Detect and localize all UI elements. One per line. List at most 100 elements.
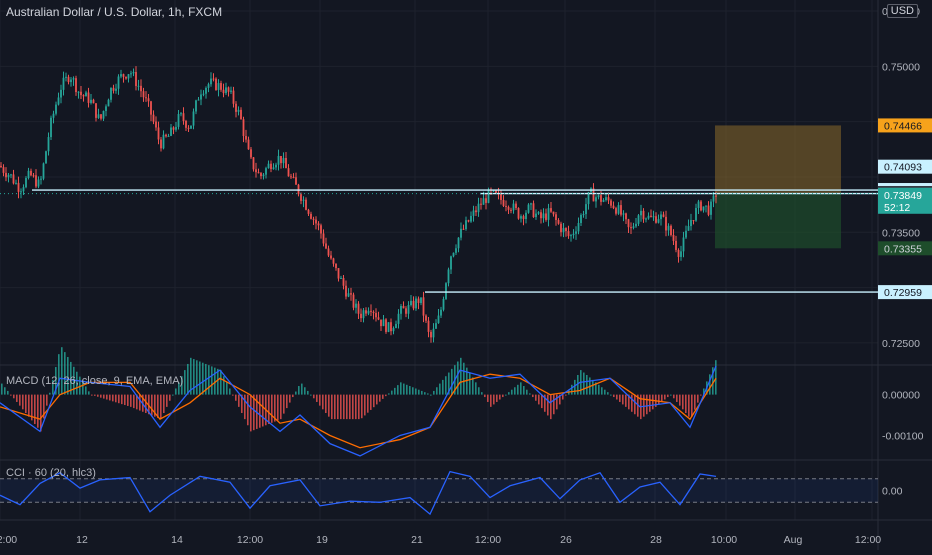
macd-histogram-bar bbox=[442, 379, 444, 395]
macd-histogram-bar bbox=[436, 387, 438, 395]
candle-body bbox=[310, 213, 312, 219]
macd-histogram-bar bbox=[541, 394, 543, 409]
macd-histogram-bar bbox=[610, 394, 612, 396]
level-price-badge: 0.72959 bbox=[884, 287, 922, 299]
macd-histogram-bar bbox=[31, 394, 33, 421]
candle-body bbox=[432, 328, 435, 338]
candle-body bbox=[145, 97, 147, 99]
macd-histogram-bar bbox=[43, 394, 45, 419]
macd-histogram-bar bbox=[403, 383, 405, 395]
macd-histogram-bar bbox=[340, 394, 342, 420]
candle-body bbox=[182, 113, 185, 122]
candle-body bbox=[22, 187, 25, 192]
candle-body bbox=[330, 255, 332, 259]
stop-loss-zone bbox=[715, 125, 841, 194]
macd-histogram-bar bbox=[46, 394, 48, 406]
candle-body bbox=[677, 249, 680, 257]
candle-body bbox=[645, 218, 647, 220]
macd-histogram-bar bbox=[127, 394, 129, 406]
candle-body bbox=[597, 195, 600, 198]
macd-histogram-bar bbox=[484, 394, 486, 398]
candle-body bbox=[87, 92, 90, 103]
macd-histogram-bar bbox=[508, 392, 510, 395]
candle-body bbox=[697, 201, 700, 208]
macd-histogram-bar bbox=[310, 394, 312, 396]
macd-histogram-bar bbox=[235, 394, 237, 401]
candle-body bbox=[627, 219, 630, 228]
candle-body bbox=[500, 194, 502, 200]
macd-histogram-bar bbox=[244, 394, 246, 420]
candle-body bbox=[567, 231, 570, 237]
candle-body bbox=[485, 198, 487, 203]
candle-body bbox=[130, 73, 132, 75]
macd-histogram-bar bbox=[502, 394, 504, 398]
macd-histogram-bar bbox=[406, 384, 408, 395]
candle-body bbox=[107, 99, 110, 107]
candle-body bbox=[285, 158, 287, 169]
time-tick-label: 12:00 bbox=[0, 534, 17, 546]
macd-histogram-bar bbox=[82, 381, 84, 395]
macd-legend[interactable]: MACD (12, 26, close, 9, EMA, EMA) bbox=[6, 375, 184, 387]
candle-body bbox=[320, 225, 322, 234]
macd-histogram-bar bbox=[328, 394, 330, 417]
macd-histogram-bar bbox=[169, 394, 171, 401]
candle-body bbox=[82, 95, 85, 97]
macd-histogram-bar bbox=[250, 394, 252, 432]
macd-histogram-bar bbox=[559, 394, 561, 405]
candle-body bbox=[570, 235, 572, 237]
candle-body bbox=[202, 93, 205, 95]
candle-body bbox=[377, 317, 380, 320]
candle-body bbox=[15, 182, 17, 184]
candle-body bbox=[52, 113, 55, 118]
currency-label[interactable]: USD bbox=[886, 4, 918, 18]
macd-histogram-bar bbox=[1, 383, 3, 395]
candle-body bbox=[25, 177, 27, 188]
macd-histogram-bar bbox=[94, 394, 96, 396]
macd-histogram-bar bbox=[91, 394, 93, 396]
macd-histogram-bar bbox=[571, 384, 573, 395]
candle-body bbox=[225, 87, 227, 94]
macd-pane bbox=[0, 347, 717, 457]
cci-legend[interactable]: CCI · 60 (20, hlc3) bbox=[6, 467, 96, 479]
candle-body bbox=[537, 212, 540, 214]
candle-body bbox=[160, 139, 162, 149]
candle-body bbox=[195, 100, 197, 112]
candle-body bbox=[257, 172, 260, 174]
macd-histogram-bar bbox=[709, 374, 711, 395]
macd-histogram-bar bbox=[181, 376, 183, 395]
macd-histogram-bar bbox=[199, 361, 201, 395]
macd-histogram-bar bbox=[583, 372, 585, 395]
candle-body bbox=[270, 163, 272, 170]
macd-histogram-bar bbox=[481, 392, 483, 395]
candle-body bbox=[40, 178, 42, 180]
candle-body bbox=[705, 205, 707, 207]
candle-body bbox=[332, 258, 335, 264]
macd-histogram-bar bbox=[346, 394, 348, 420]
macd-histogram-bar bbox=[688, 394, 690, 417]
macd-histogram-bar bbox=[613, 394, 615, 398]
macd-histogram-bar bbox=[574, 379, 576, 395]
macd-histogram-bar bbox=[367, 394, 369, 413]
macd-histogram-bar bbox=[496, 394, 498, 402]
macd-histogram-bar bbox=[55, 367, 57, 395]
candle-body bbox=[527, 204, 530, 213]
candle-body bbox=[262, 174, 265, 177]
candle-body bbox=[350, 293, 352, 295]
macd-histogram-bar bbox=[133, 394, 135, 409]
macd-histogram-bar bbox=[661, 394, 663, 402]
macd-histogram-bar bbox=[412, 387, 414, 395]
macd-histogram-bar bbox=[49, 392, 51, 395]
candle-body bbox=[245, 135, 247, 140]
candle-body bbox=[572, 233, 575, 236]
candle-body bbox=[492, 190, 495, 192]
candle-body bbox=[110, 87, 112, 100]
macd-histogram-bar bbox=[664, 394, 666, 400]
macd-histogram-bar bbox=[394, 387, 396, 395]
macd-histogram-bar bbox=[61, 347, 63, 395]
macd-histogram-bar bbox=[646, 394, 648, 415]
candle-body bbox=[647, 215, 650, 219]
time-tick-label: 26 bbox=[560, 534, 572, 546]
candle-body bbox=[277, 155, 280, 165]
